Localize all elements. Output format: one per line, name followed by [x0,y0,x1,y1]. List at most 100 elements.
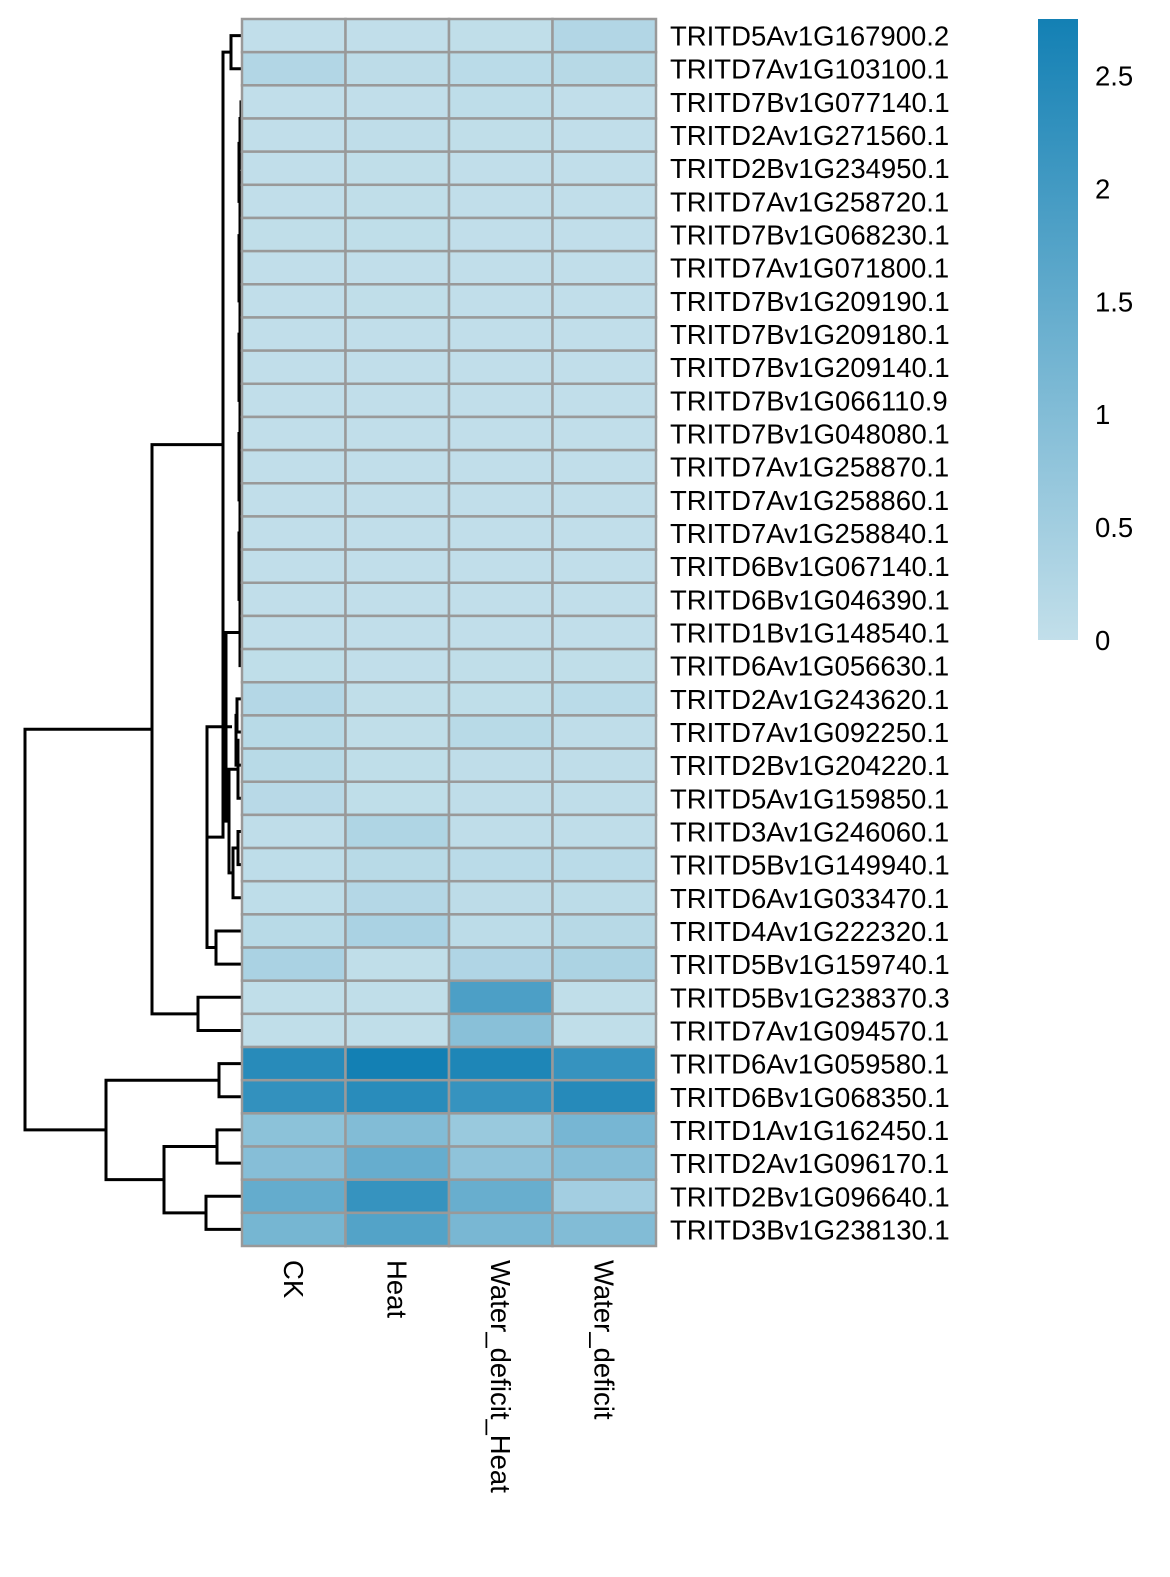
row-label: TRITD5Av1G159850.1 [670,783,949,814]
column-label: Heat [381,1260,412,1318]
row-label: TRITD6Bv1G068350.1 [670,1082,950,1113]
row-label: TRITD7Bv1G068230.1 [670,220,950,251]
heatmap-cell [240,946,347,982]
heatmap-cell [240,913,347,949]
heatmap-cell [447,1178,554,1215]
heatmap-cell [447,316,554,352]
heatmap-cell [344,1012,451,1049]
heatmap-cell [344,515,451,551]
color-legend: 0 0.5 1 1.5 2 2.5 [1038,19,1133,656]
heatmap-cell [447,548,554,585]
heatmap-cell [344,647,451,684]
heatmap-cell [344,680,451,717]
legend-tick-label: 2.5 [1095,60,1133,91]
heatmap-cell [240,1145,347,1181]
heatmap-cell [344,780,451,817]
heatmap-cell [551,249,658,286]
row-label: TRITD5Bv1G159740.1 [670,949,950,980]
heatmap-cell [240,614,347,651]
heatmap-cell [344,714,451,750]
heatmap-cell [551,117,658,153]
heatmap-cell [551,680,658,717]
row-dendrogram [23,34,243,1231]
heatmap-cell [551,1078,658,1115]
heatmap-cell [447,1045,554,1082]
heatmap-cell [240,117,347,153]
heatmap-cell [240,747,347,783]
row-label: TRITD6Av1G033470.1 [670,883,949,914]
heatmap-cell [447,448,554,485]
heatmap-cell [344,1078,451,1115]
heatmap-cell [240,283,347,319]
heatmap-cell [344,1178,451,1215]
row-label: TRITD1Av1G162450.1 [670,1115,949,1146]
dendrogram-branch [217,1062,242,1099]
heatmap-cell [551,879,658,916]
dendrogram-branch [196,995,242,1032]
heatmap-cell [447,714,554,750]
row-label: TRITD5Bv1G149940.1 [670,850,950,881]
heatmap-cell [447,1012,554,1049]
heatmap-cell [551,448,658,485]
row-label: TRITD7Av1G258860.1 [670,485,949,516]
heatmap-cell [447,1112,554,1148]
heatmap-cell [447,84,554,120]
heatmap-cell [447,1078,554,1115]
row-label: TRITD2Bv1G096640.1 [670,1181,950,1212]
heatmap-cell [240,415,347,452]
column-label: Water_deficit_Heat [485,1260,516,1493]
row-label: TRITD7Av1G258720.1 [670,186,949,217]
heatmap-cell [551,813,658,850]
legend-tick-label: 1.5 [1095,286,1133,317]
heatmap-cell [240,382,347,419]
heatmap-cell [551,614,658,651]
heatmap-cell [447,515,554,551]
heatmap-cell [344,249,451,286]
heatmap-cell [344,813,451,850]
heatmap-cell [447,382,554,419]
heatmap-cell [551,415,658,452]
heatmap-cell [344,581,451,618]
row-label: TRITD6Bv1G046390.1 [670,584,950,615]
heatmap-cell [344,946,451,982]
row-label: TRITD6Bv1G067140.1 [670,551,950,582]
legend-tick-label: 1 [1095,399,1110,430]
heatmap-cell [240,183,347,220]
heatmap-cell [447,780,554,817]
heatmap-cell [240,780,347,817]
row-label: TRITD7Bv1G048080.1 [670,419,950,450]
heatmap-cell [344,1045,451,1082]
heatmap-cell [344,382,451,419]
heatmap-cell [344,846,451,883]
heatmap-cell [551,316,658,352]
heatmap-cell [447,1211,554,1248]
row-label: TRITD7Bv1G209190.1 [670,286,950,317]
heatmap-cell [551,17,658,54]
heatmap-cell [447,747,554,783]
heatmap-cell [344,1145,451,1181]
heatmap-cell [240,349,347,386]
legend-tick-label: 2 [1095,173,1110,204]
heatmap-cell [240,714,347,750]
row-label: TRITD1Bv1G148540.1 [670,618,950,649]
row-label: TRITD5Bv1G238370.3 [670,982,950,1013]
heatmap-cell [240,1178,347,1215]
heatmap-cell [344,1211,451,1248]
heatmap-cell [447,979,554,1016]
heatmap-cell [447,183,554,220]
heatmap-cell [344,448,451,485]
legend-ticks: 0 0.5 1 1.5 2 2.5 [1095,60,1133,656]
heatmap-cell [344,1112,451,1148]
column-labels: CK Heat Water_deficit_Heat Water_deficit [278,1260,620,1493]
heatmap-cell [551,283,658,319]
heatmap-cell [447,249,554,286]
heatmap-cell [447,349,554,386]
row-label: TRITD2Av1G096170.1 [670,1148,949,1179]
heatmap-cell [344,548,451,585]
row-label: TRITD7Bv1G209180.1 [670,319,950,350]
row-label: TRITD2Av1G271560.1 [670,120,949,151]
heatmap-cell [240,548,347,585]
heatmap-cell [344,117,451,153]
heatmap-cell [344,747,451,783]
heatmap-cell [240,84,347,120]
